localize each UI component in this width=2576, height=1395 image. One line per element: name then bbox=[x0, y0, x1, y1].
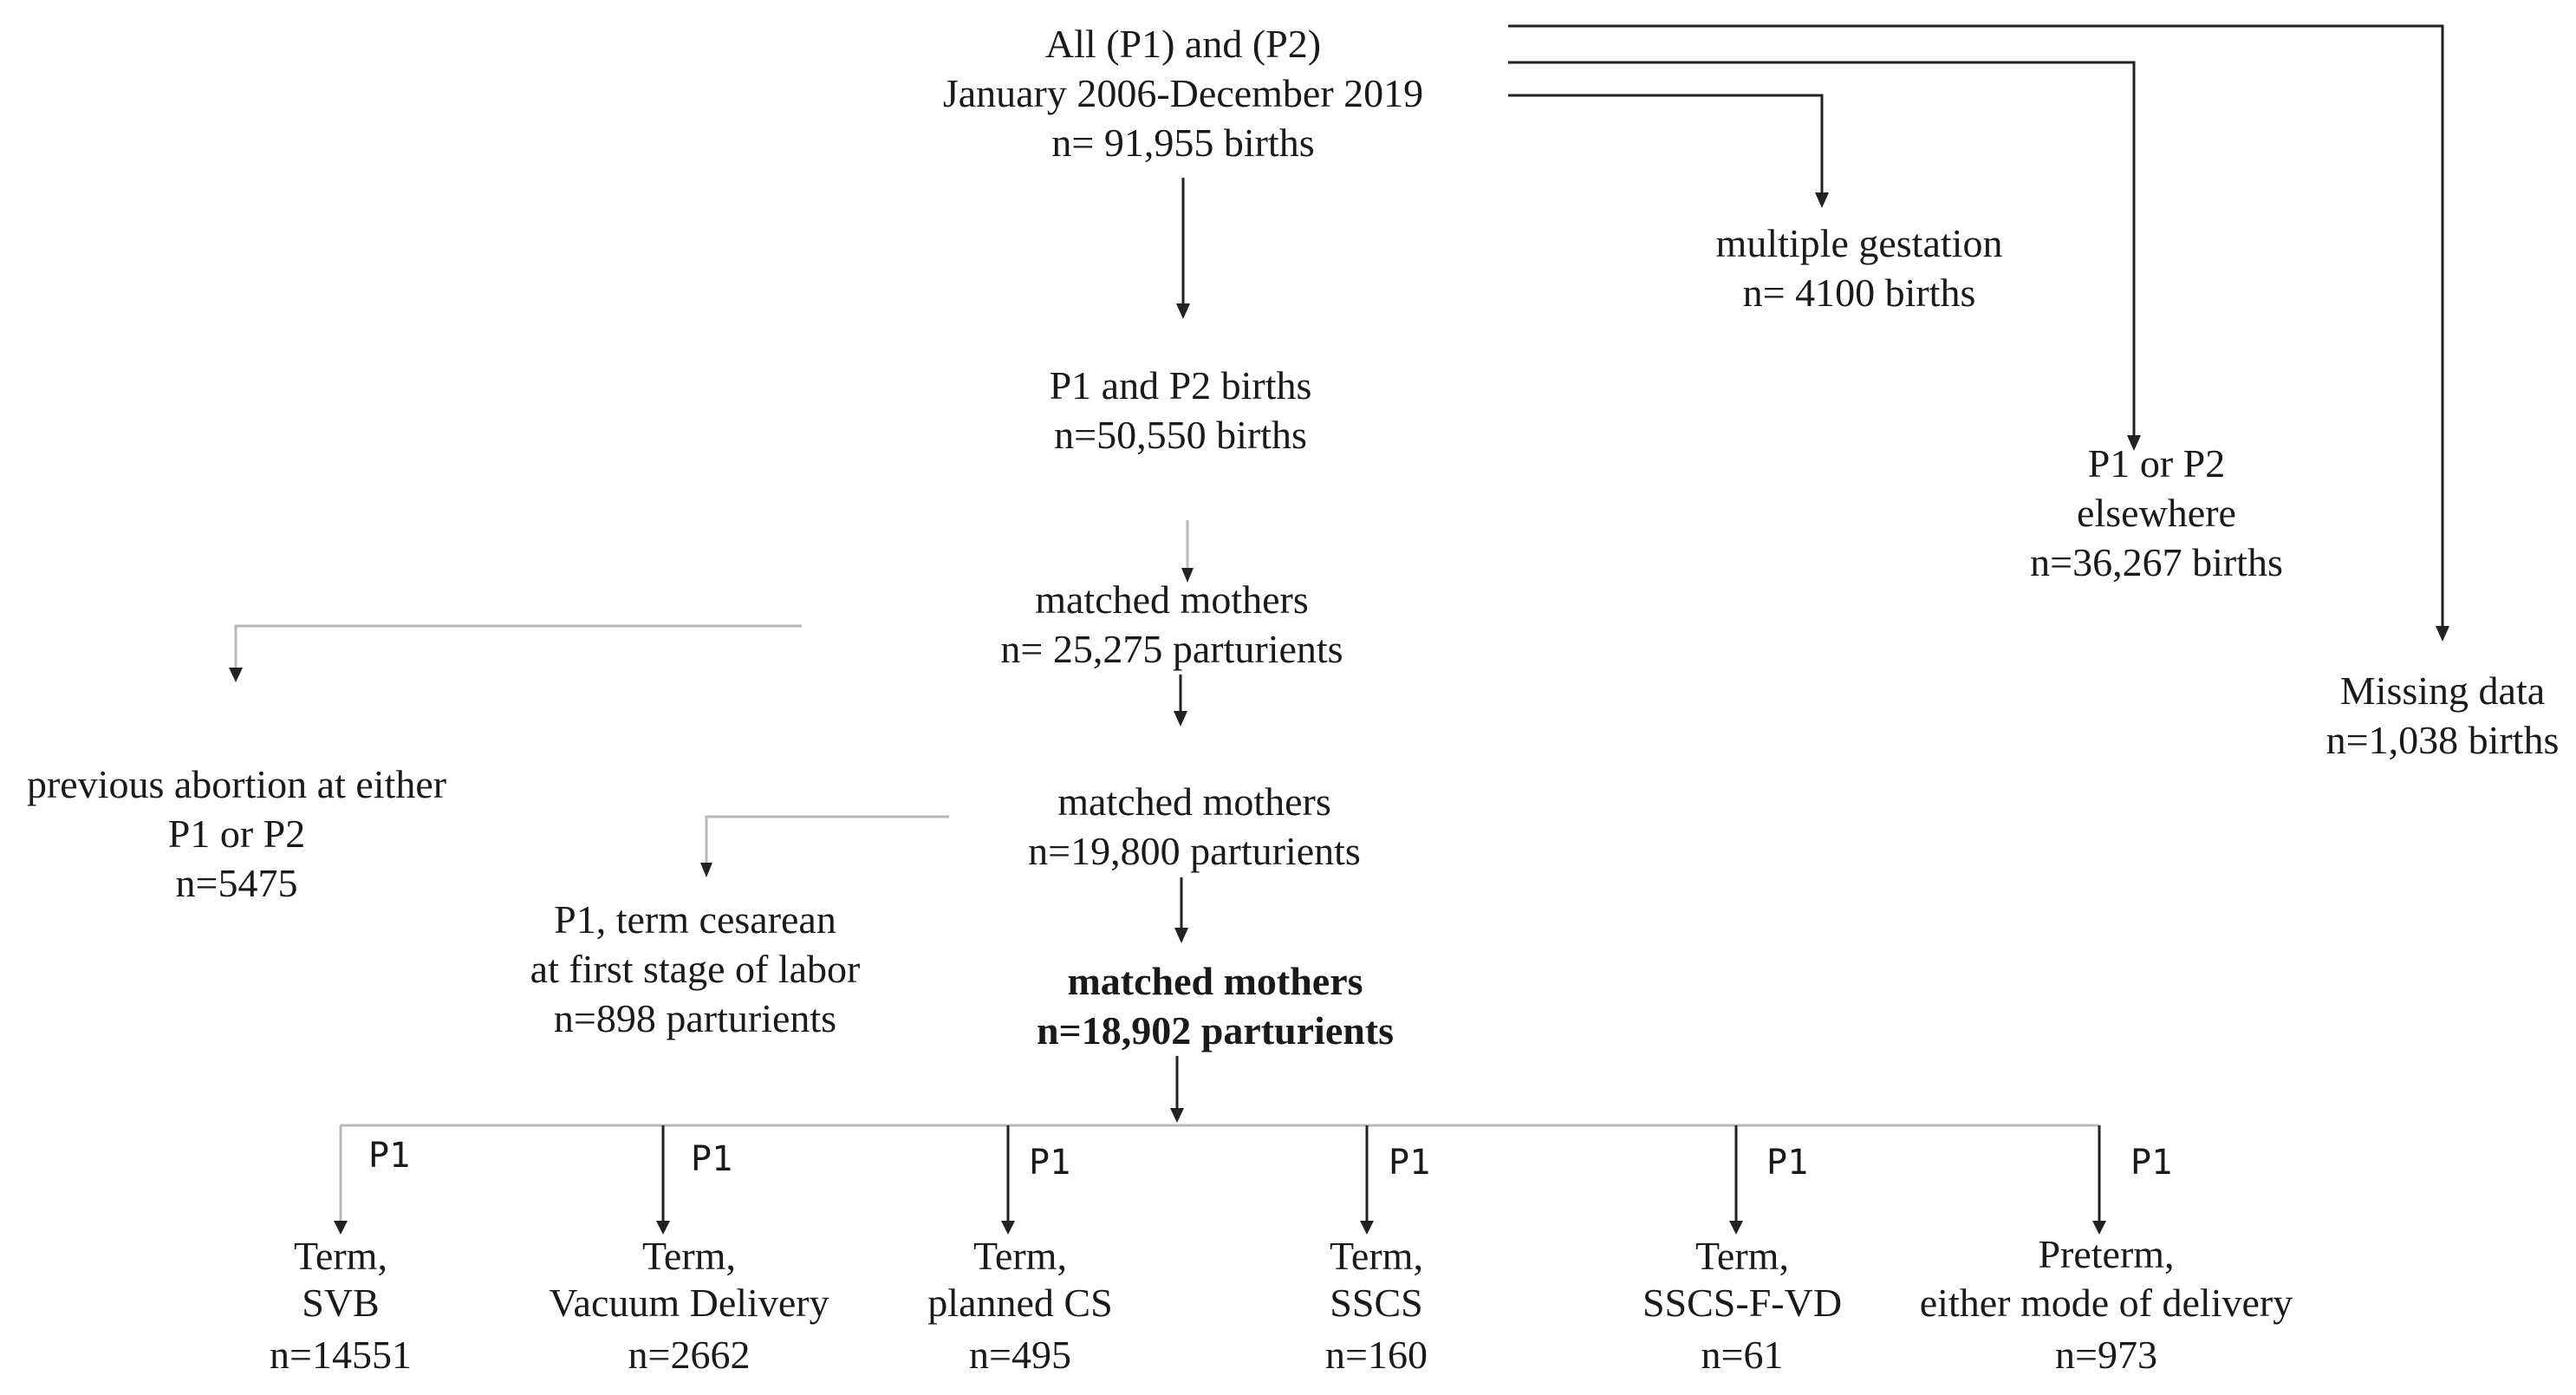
missing-line-1: Missing data bbox=[2340, 668, 2545, 713]
multiple-gestation-line-1: multiple gestation bbox=[1716, 221, 2003, 265]
outcome-preterm: Preterm, either mode of delivery n=973 bbox=[1920, 1232, 2293, 1377]
outcome-tags: P1 P1 P1 P1 P1 P1 bbox=[368, 1136, 2172, 1183]
outcome-3-tag: P1 bbox=[1029, 1143, 1070, 1183]
step2-line-1: matched mothers bbox=[1035, 577, 1309, 622]
step2-line-2: n= 25,275 parturients bbox=[1000, 627, 1343, 671]
root-line-2: January 2006-December 2019 bbox=[943, 71, 1423, 115]
outcome-4-tag: P1 bbox=[1389, 1143, 1430, 1183]
outcome-2-line-3: n=2662 bbox=[628, 1333, 751, 1377]
outcome-2-line-2: Vacuum Delivery bbox=[549, 1281, 829, 1325]
step4-line-2: n=18,902 parturients bbox=[1037, 1008, 1394, 1053]
step3-line-1: matched mothers bbox=[1057, 779, 1331, 824]
outcome-5-line-3: n=61 bbox=[1701, 1333, 1784, 1377]
missing-line-2: n=1,038 births bbox=[2326, 718, 2560, 762]
outcome-3-line-2: planned CS bbox=[927, 1281, 1112, 1325]
step4-line-1: matched mothers bbox=[1067, 959, 1363, 1003]
outcome-term-svb: Term, SVB n=14551 bbox=[270, 1234, 412, 1377]
arrowhead bbox=[2092, 1221, 2106, 1235]
step3-line-2: n=19,800 parturients bbox=[1028, 829, 1361, 873]
step1-line-1: P1 and P2 births bbox=[1050, 363, 1312, 407]
elsewhere-line-2: elsewhere bbox=[2077, 491, 2236, 535]
outcome-1-line-2: SVB bbox=[302, 1281, 379, 1325]
arrowhead bbox=[656, 1221, 670, 1235]
cesarean-line-1: P1, term cesarean bbox=[554, 897, 836, 942]
outcome-term-sscs: Term, SSCS n=160 bbox=[1325, 1234, 1428, 1377]
abortion-line-2: P1 or P2 bbox=[168, 812, 305, 856]
arrowhead bbox=[1181, 568, 1194, 583]
step-matched-mothers-2: matched mothers n=19,800 parturients bbox=[1028, 779, 1361, 873]
exclusion-previous-abortion: previous abortion at either P1 or P2 n=5… bbox=[27, 762, 446, 905]
outcome-6-line-3: n=973 bbox=[2055, 1333, 2157, 1377]
arrowhead bbox=[1815, 192, 1829, 208]
arrowhead bbox=[1170, 1108, 1184, 1123]
arrowhead bbox=[2436, 626, 2449, 642]
outcome-1-line-1: Term, bbox=[294, 1234, 387, 1278]
arrowhead bbox=[334, 1221, 348, 1235]
connector-root-missing bbox=[1508, 24, 2444, 626]
outcome-4-line-3: n=160 bbox=[1325, 1333, 1428, 1377]
root-line-1: All (P1) and (P2) bbox=[1045, 22, 1321, 66]
abortion-line-1: previous abortion at either bbox=[27, 762, 446, 806]
step-matched-mothers-final: matched mothers n=18,902 parturients bbox=[1037, 959, 1394, 1053]
arrowhead bbox=[229, 668, 243, 682]
step1-line-2: n=50,550 births bbox=[1054, 413, 1307, 457]
outcome-term-planned-cs: Term, planned CS n=495 bbox=[927, 1234, 1112, 1377]
outcome-5-line-2: SSCS-F-VD bbox=[1643, 1281, 1842, 1325]
elsewhere-line-3: n=36,267 births bbox=[2030, 540, 2283, 584]
arrowhead bbox=[1174, 711, 1187, 727]
outcome-1-line-3: n=14551 bbox=[270, 1333, 412, 1377]
exclusion-missing-data: Missing data n=1,038 births bbox=[2326, 668, 2560, 762]
exclusion-multiple-gestation: multiple gestation n= 4100 births bbox=[1716, 221, 2003, 315]
multiple-gestation-line-2: n= 4100 births bbox=[1743, 271, 1976, 315]
exclusion-elsewhere: P1 or P2 elsewhere n=36,267 births bbox=[2030, 441, 2283, 584]
root-line-3: n= 91,955 births bbox=[1051, 121, 1314, 165]
elsewhere-line-1: P1 or P2 bbox=[2088, 441, 2225, 486]
arrowhead bbox=[1176, 303, 1190, 319]
cesarean-line-3: n=898 parturients bbox=[554, 996, 836, 1040]
arrowhead bbox=[1001, 1221, 1015, 1235]
abortion-line-3: n=5475 bbox=[176, 861, 298, 905]
arrowhead bbox=[1360, 1221, 1374, 1235]
connector-step3-cesarean bbox=[705, 815, 949, 863]
outcome-2-line-1: Term, bbox=[642, 1234, 736, 1278]
outcome-3-line-1: Term, bbox=[973, 1234, 1067, 1278]
connector-step2-abortion bbox=[234, 624, 802, 668]
cesarean-line-2: at first stage of labor bbox=[530, 947, 861, 991]
outcome-4-line-1: Term, bbox=[1330, 1234, 1423, 1278]
step-matched-mothers-1: matched mothers n= 25,275 parturients bbox=[1000, 577, 1343, 671]
outcome-6-line-2: either mode of delivery bbox=[1920, 1281, 2293, 1325]
arrowhead bbox=[2127, 435, 2141, 451]
step-p1-p2-births: P1 and P2 births n=50,550 births bbox=[1050, 363, 1312, 457]
outcome-6-tag: P1 bbox=[2130, 1143, 2172, 1183]
outcome-2-tag: P1 bbox=[691, 1139, 732, 1179]
outcome-term-sscs-f-vd: Term, SSCS-F-VD n=61 bbox=[1643, 1234, 1842, 1377]
outcome-5-line-1: Term, bbox=[1695, 1234, 1789, 1278]
connector-root-multiple-gestation bbox=[1508, 94, 1824, 192]
connectors bbox=[229, 24, 2449, 1235]
outcome-4-line-2: SSCS bbox=[1330, 1281, 1422, 1325]
arrowhead bbox=[1174, 928, 1188, 943]
exclusion-term-cesarean: P1, term cesarean at first stage of labo… bbox=[530, 897, 861, 1040]
root-node: All (P1) and (P2) January 2006-December … bbox=[943, 22, 1423, 165]
arrowhead bbox=[700, 863, 712, 877]
connector-root-elsewhere bbox=[1508, 61, 2136, 435]
outcome-term-vacuum: Term, Vacuum Delivery n=2662 bbox=[549, 1234, 829, 1377]
outcome-6-line-1: Preterm, bbox=[2038, 1232, 2174, 1276]
outcome-1-tag: P1 bbox=[368, 1136, 410, 1176]
outcome-3-line-3: n=495 bbox=[969, 1333, 1071, 1377]
arrowhead bbox=[1729, 1221, 1743, 1235]
outcome-5-tag: P1 bbox=[1766, 1143, 1808, 1183]
